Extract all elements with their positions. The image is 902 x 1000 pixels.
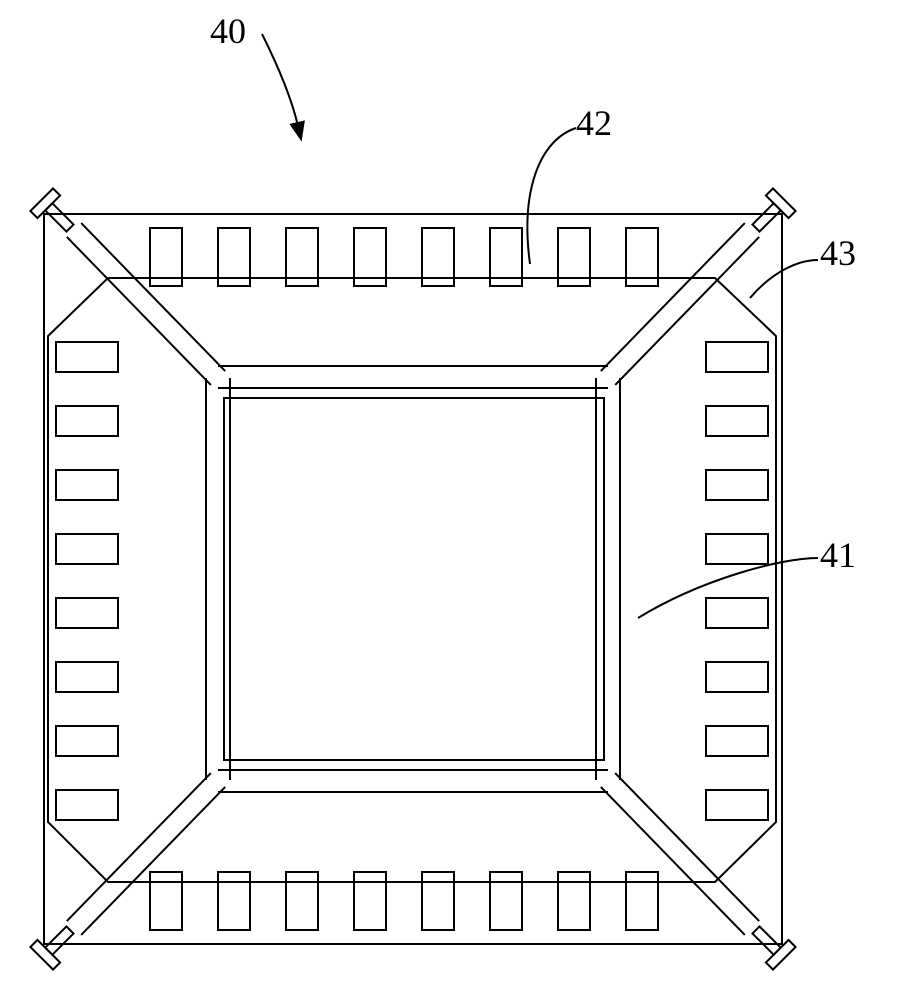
left-pad <box>56 342 118 372</box>
left-pad <box>56 470 118 500</box>
lead-40 <box>262 34 298 126</box>
label-41: 41 <box>820 534 856 576</box>
bottom-pad <box>354 872 386 930</box>
tie-bar <box>601 223 745 371</box>
label-43: 43 <box>820 232 856 274</box>
tie-bar <box>615 773 759 921</box>
inner-pad <box>224 398 604 760</box>
right-pad <box>706 662 768 692</box>
right-pad <box>706 534 768 564</box>
bottom-pad <box>558 872 590 930</box>
right-pad <box>706 342 768 372</box>
diagram-stage: 40 42 43 41 <box>0 0 902 1000</box>
lead-41 <box>638 558 818 618</box>
tie-bar <box>81 787 225 935</box>
right-pad <box>706 726 768 756</box>
diagram-svg <box>0 0 902 1000</box>
bottom-pad <box>626 872 658 930</box>
label-42: 42 <box>576 102 612 144</box>
right-pad <box>706 598 768 628</box>
tie-bar <box>81 223 225 371</box>
tie-bar <box>67 773 211 921</box>
outer-rect <box>44 214 782 944</box>
bottom-pad <box>150 872 182 930</box>
left-pad <box>56 662 118 692</box>
left-pad <box>56 406 118 436</box>
left-pad <box>56 598 118 628</box>
left-pad <box>56 790 118 820</box>
lead-43 <box>750 260 818 298</box>
tie-bar <box>615 237 759 385</box>
bottom-pad <box>490 872 522 930</box>
left-pad <box>56 726 118 756</box>
label-40: 40 <box>210 10 246 52</box>
bottom-pad <box>286 872 318 930</box>
tie-bar <box>601 787 745 935</box>
bottom-pad <box>218 872 250 930</box>
bottom-pad <box>422 872 454 930</box>
right-pad <box>706 406 768 436</box>
right-pad <box>706 790 768 820</box>
tie-bar <box>67 237 211 385</box>
left-pad <box>56 534 118 564</box>
right-pad <box>706 470 768 500</box>
lead-42 <box>527 128 576 264</box>
